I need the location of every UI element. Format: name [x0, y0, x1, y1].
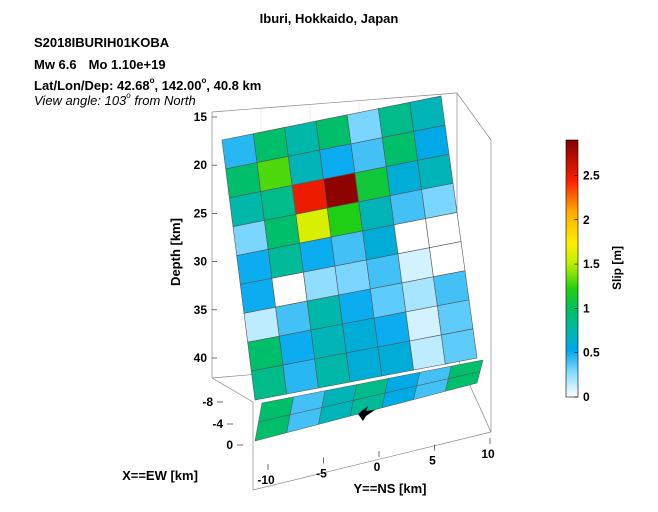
magnitude-value: Mw 6.6: [34, 57, 77, 72]
projection-cell: [444, 371, 481, 392]
location-line: Lat/Lon/Dep: 42.68o, 142.00o, 40.8 km: [34, 76, 262, 93]
ns-ticks: -10 -5 0 5 10: [257, 438, 495, 487]
ns-tick-label: 10: [481, 447, 495, 461]
colorbar-label: Slip [m]: [610, 246, 624, 290]
colorbar-ticks: 0 0.5 1 1.5 2 2.5: [574, 168, 600, 404]
depth-tick-label: 15: [194, 110, 208, 124]
location-depth: , 40.8 km: [206, 78, 262, 93]
ns-tick-label: -10: [257, 473, 275, 487]
slip-cell: [440, 328, 478, 365]
slip-cells: [221, 95, 478, 401]
ew-ticks: -8 -40: [202, 395, 243, 452]
slip-cell: [282, 358, 319, 395]
ew-tick-label: 0: [226, 438, 233, 452]
depth-ticks: 15 20 25 30 35 40: [194, 110, 217, 365]
ew-tick-label: -4: [212, 417, 223, 431]
moment-value: Mo 1.10e+19: [88, 57, 166, 72]
slip-cell: [345, 346, 383, 383]
event-id: S2018IBURIH01KOBA: [34, 35, 170, 50]
colorbar-tick-label: 2: [583, 213, 590, 227]
depth-tick-label: 20: [194, 158, 208, 172]
depth-tick-label: 25: [194, 206, 208, 220]
colorbar: [565, 139, 579, 398]
location-lon: , 142.00: [154, 78, 202, 93]
ns-tick-label: 0: [374, 460, 381, 474]
slip-cell: [377, 340, 414, 377]
degree-mark: o: [149, 76, 155, 85]
view-angle: View angle: 103o from North: [34, 91, 196, 108]
colorbar-tick-label: 0.5: [583, 346, 600, 360]
projection-cells: [254, 359, 484, 442]
slip-cell: [250, 364, 288, 401]
colorbar-tick-label: 1: [583, 301, 590, 315]
view-angle-text: View angle: 103: [34, 93, 127, 108]
colorbar-tick-label: 1.5: [583, 257, 600, 271]
hypocenter-icon: [358, 406, 375, 421]
magnitude-line: Mw 6.6 Mo 1.10e+19: [34, 57, 178, 72]
ns-tick-label: -5: [316, 467, 327, 481]
colorbar-tick-label: 0: [583, 390, 590, 404]
location-lat: Lat/Lon/Dep: 42.68: [34, 78, 150, 93]
colorbar-tick-label: 2.5: [583, 168, 600, 182]
chart-title: Iburi, Hokkaido, Japan: [259, 11, 399, 26]
slip-cell: [314, 352, 351, 389]
depth-tick-label: 40: [194, 351, 208, 365]
degree-mark: o: [126, 91, 131, 100]
ns-tick-label: 5: [429, 454, 436, 468]
depth-axis-label: Depth [km]: [168, 218, 183, 286]
depth-tick-label: 35: [194, 303, 208, 317]
ns-axis-label: Y==NS [km]: [354, 481, 427, 496]
ew-tick-label: -8: [202, 395, 213, 409]
slip-cell: [409, 334, 446, 371]
view-angle-suffix: from North: [130, 93, 196, 108]
depth-tick-label: 30: [194, 255, 208, 269]
ew-axis-label: X==EW [km]: [122, 468, 198, 483]
degree-mark: o: [201, 76, 207, 85]
